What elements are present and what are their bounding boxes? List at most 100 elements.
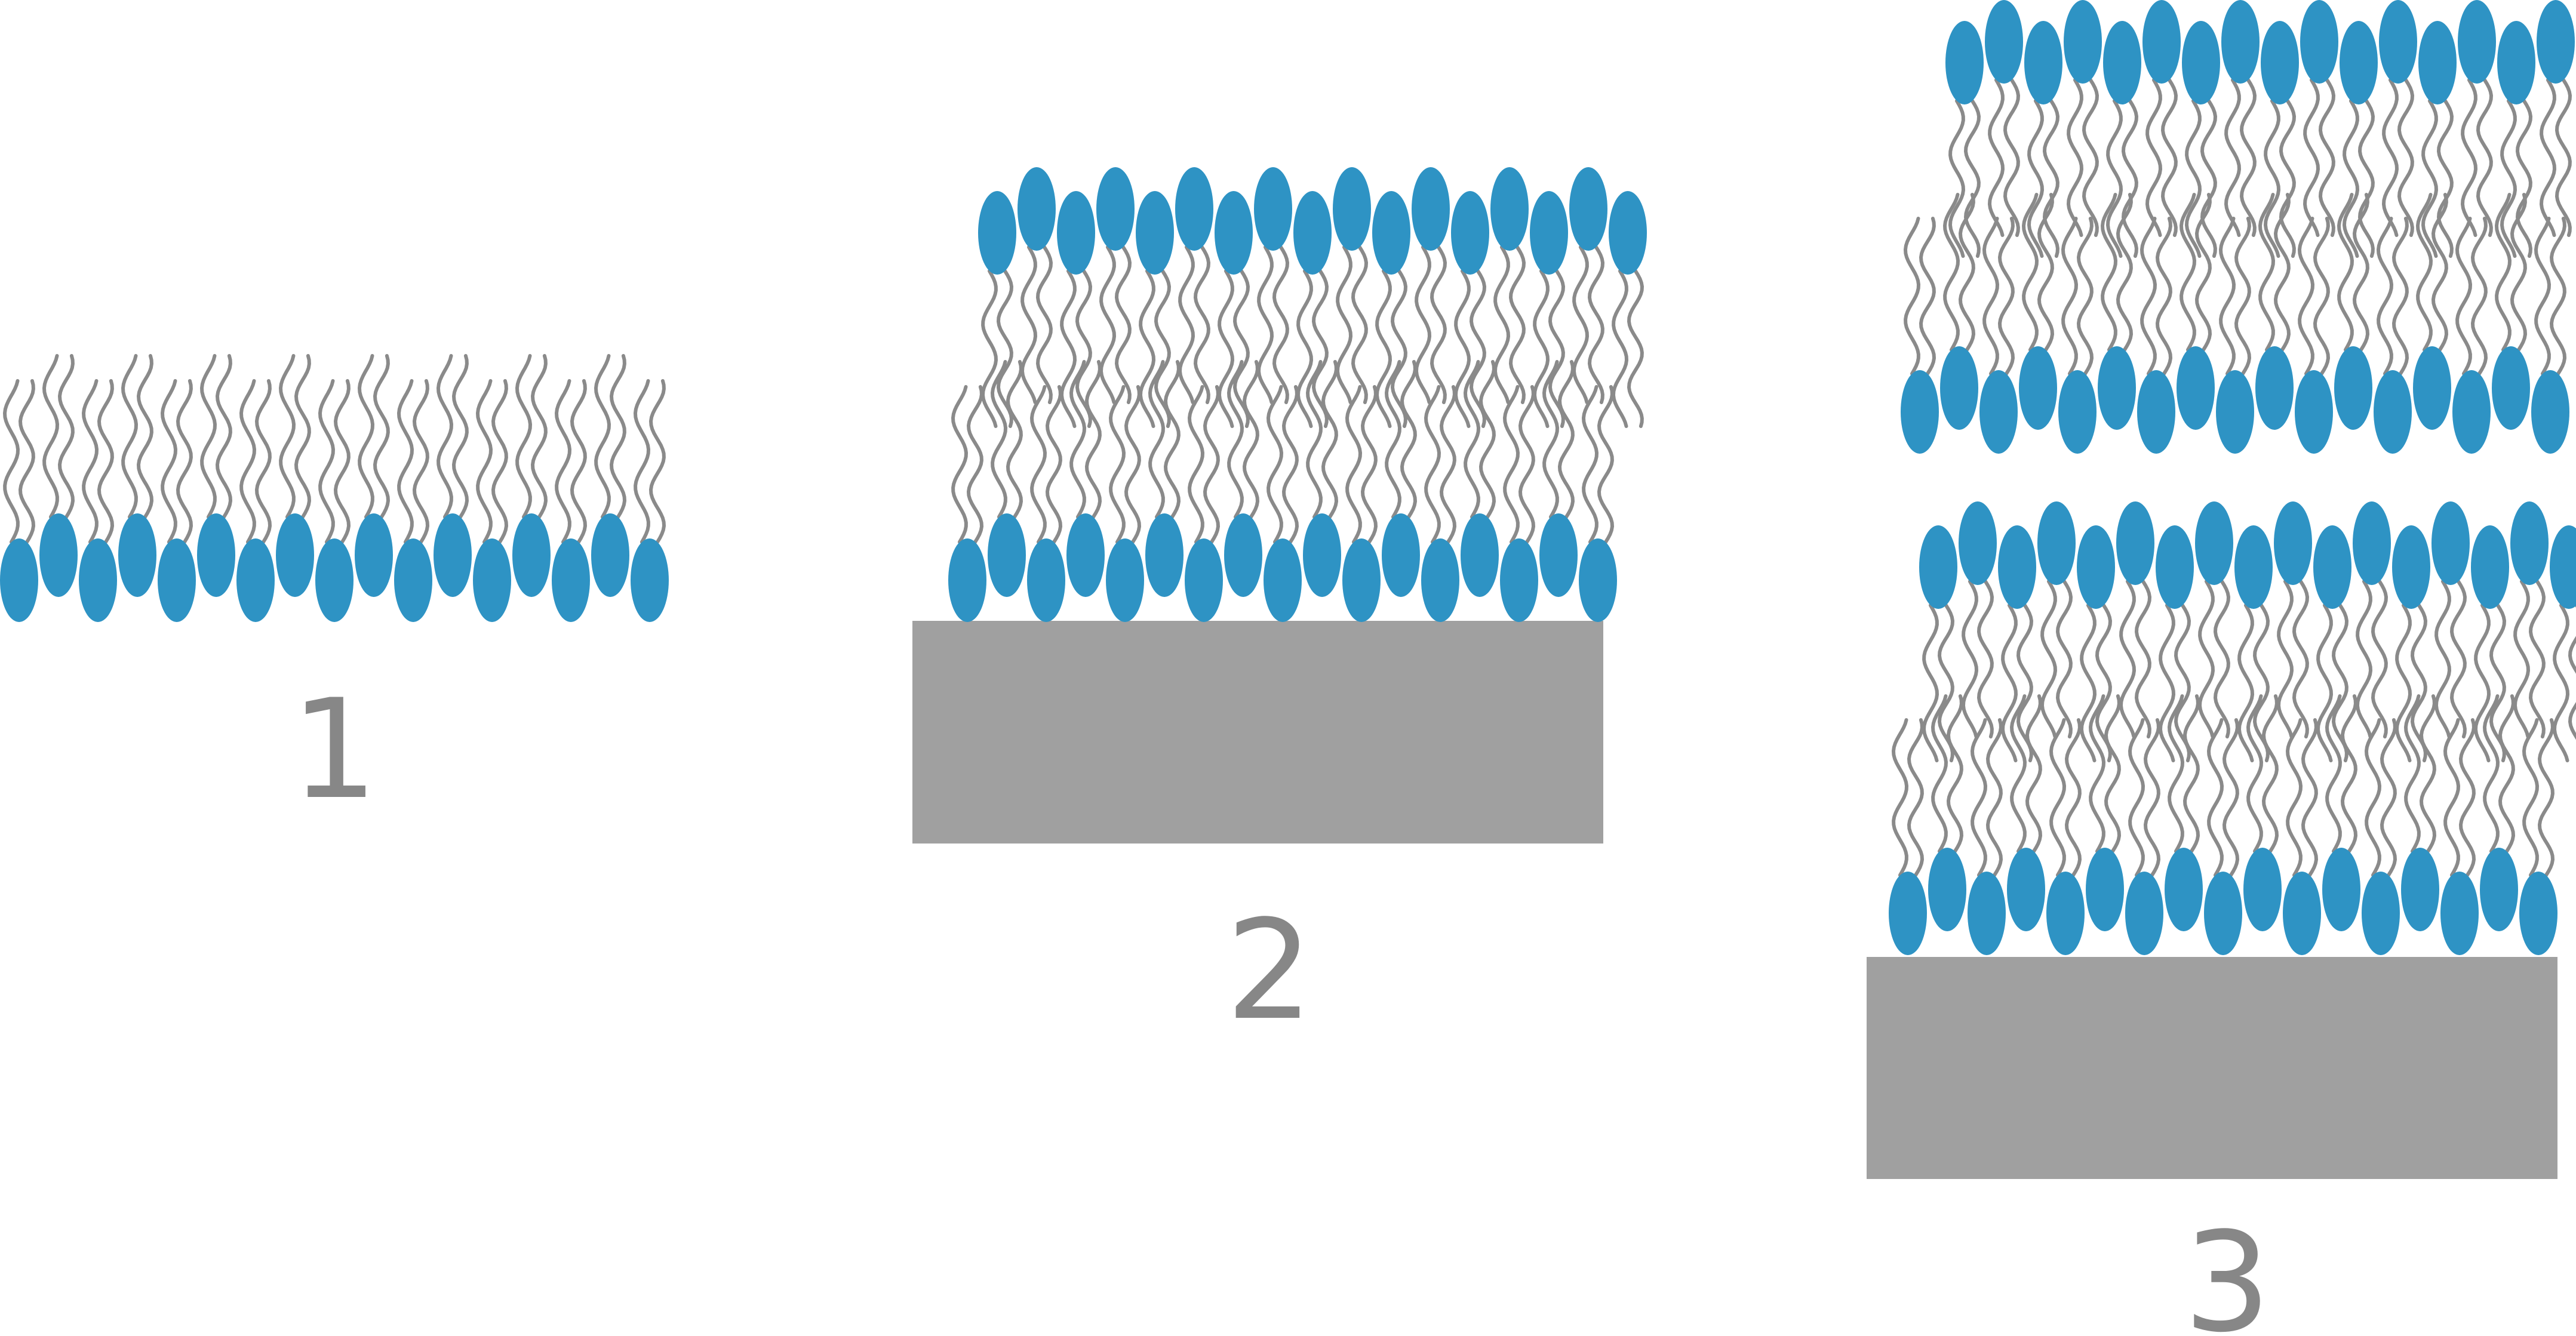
lipid-tail	[396, 379, 414, 544]
lipid-tail	[1020, 245, 1038, 404]
lipid-tail	[2261, 694, 2279, 853]
lipid-head	[1579, 538, 1617, 622]
lipid-tail	[2145, 78, 2163, 237]
lipid-head	[2077, 525, 2115, 609]
lipid-tail	[1232, 269, 1250, 428]
lipid-molecule	[1968, 718, 2006, 955]
lipid-head	[2274, 501, 2312, 585]
lipid-head	[2458, 0, 2496, 84]
lipid-head	[2216, 370, 2254, 454]
lipid-tail	[2042, 99, 2060, 258]
lipid-molecule	[1998, 525, 2036, 762]
lipid-molecule	[2418, 21, 2457, 258]
lipid-tail	[121, 354, 139, 519]
lipid-tail	[2394, 604, 2412, 762]
lipid-tail	[2224, 78, 2242, 237]
lipid-molecule	[2165, 694, 2203, 931]
lipid-tail	[2371, 580, 2389, 738]
lipid-tail	[2237, 604, 2255, 762]
lipid-tail	[2555, 78, 2572, 237]
lipid-tail	[1296, 269, 1314, 428]
lipid-tail	[1226, 360, 1244, 519]
lipid-molecule	[2142, 0, 2181, 237]
lipid-molecule	[2216, 217, 2254, 454]
lipid-tail	[530, 354, 548, 519]
lipid-molecule	[473, 379, 511, 622]
lipid-tail	[1572, 245, 1590, 404]
lipid-molecule	[948, 385, 986, 622]
lipid-tail	[2489, 604, 2507, 762]
lipid-tail	[81, 379, 99, 544]
lipid-molecule	[2137, 217, 2175, 454]
lipid-tail	[1478, 360, 1496, 519]
lipid-tail	[1256, 245, 1274, 404]
lipid-molecule	[1018, 167, 1056, 404]
lipid-molecule	[39, 354, 78, 597]
lipid-tail	[1148, 360, 1166, 519]
lipid-tail	[980, 269, 998, 428]
lipid-tail	[136, 354, 154, 519]
lipid-molecule	[118, 354, 156, 597]
lipid-molecule	[2243, 694, 2282, 931]
lipid-tail	[2279, 99, 2297, 258]
lipid-tail	[2455, 217, 2473, 375]
lipid-head	[1500, 538, 1538, 622]
panel-3-substrate	[1867, 957, 2557, 1179]
lipid-tail	[2061, 217, 2079, 375]
lipid-molecule	[1940, 193, 1978, 430]
lipid-molecule	[276, 354, 314, 597]
lipid-tail	[2213, 580, 2231, 738]
lipid-molecule	[2313, 525, 2351, 762]
lipid-molecule	[1106, 385, 1144, 622]
lipid-molecule	[1145, 360, 1184, 597]
lipid-tail	[648, 379, 666, 544]
lipid-head	[197, 513, 235, 597]
lipid-molecule	[512, 354, 551, 597]
lipid-molecule	[2300, 0, 2338, 237]
lipid-head	[978, 191, 1016, 275]
lipid-tail	[2342, 99, 2360, 258]
lipid-head	[434, 513, 472, 597]
lipid-tail	[1946, 694, 1964, 853]
lipid-molecule	[2204, 718, 2242, 955]
lipid-molecule	[988, 360, 1026, 597]
lipid-tail	[475, 379, 493, 544]
lipid-head	[2221, 0, 2260, 84]
lipid-tail	[18, 379, 36, 544]
lipid-tail	[2222, 718, 2240, 877]
lipid-molecule	[1985, 0, 2023, 237]
lipid-tail	[2421, 99, 2439, 258]
lipid-head	[2182, 21, 2220, 104]
lipid-head	[2195, 501, 2233, 585]
lipid-molecule	[2510, 501, 2549, 738]
lipid-head	[948, 538, 986, 622]
lipid-tail	[2128, 718, 2145, 877]
lipid-tail	[1178, 245, 1195, 404]
lipid-tail	[2009, 694, 2027, 853]
lipid-tail	[2179, 193, 2197, 352]
lipid-head	[1145, 513, 1184, 597]
lipid-tail	[2184, 99, 2202, 258]
lipid-molecule	[2195, 501, 2233, 738]
lipid-molecule	[2182, 21, 2220, 258]
lipid-head	[1136, 191, 1174, 275]
panel-2: 2	[912, 167, 1647, 1051]
lipid-tail	[1518, 385, 1536, 544]
lipid-head	[512, 513, 551, 597]
lipid-head	[2283, 872, 2321, 955]
lipid-tail	[1502, 385, 1520, 544]
lipid-tail	[2376, 217, 2394, 375]
lipid-tail	[1548, 269, 1566, 428]
lipid-molecule	[1490, 167, 1529, 404]
lipid-tail	[1217, 269, 1235, 428]
lipid-tail	[1035, 245, 1053, 404]
lipid-tail	[2016, 604, 2034, 762]
lipid-tail	[2182, 694, 2200, 853]
lipid-tail	[1108, 385, 1126, 544]
lipid-molecule	[1057, 191, 1095, 428]
lipid-head	[2243, 848, 2282, 931]
lipid-head	[1461, 513, 1499, 597]
lipid-molecule	[1609, 191, 1647, 428]
lipid-head	[988, 513, 1026, 597]
lipid-tail	[1321, 360, 1339, 519]
